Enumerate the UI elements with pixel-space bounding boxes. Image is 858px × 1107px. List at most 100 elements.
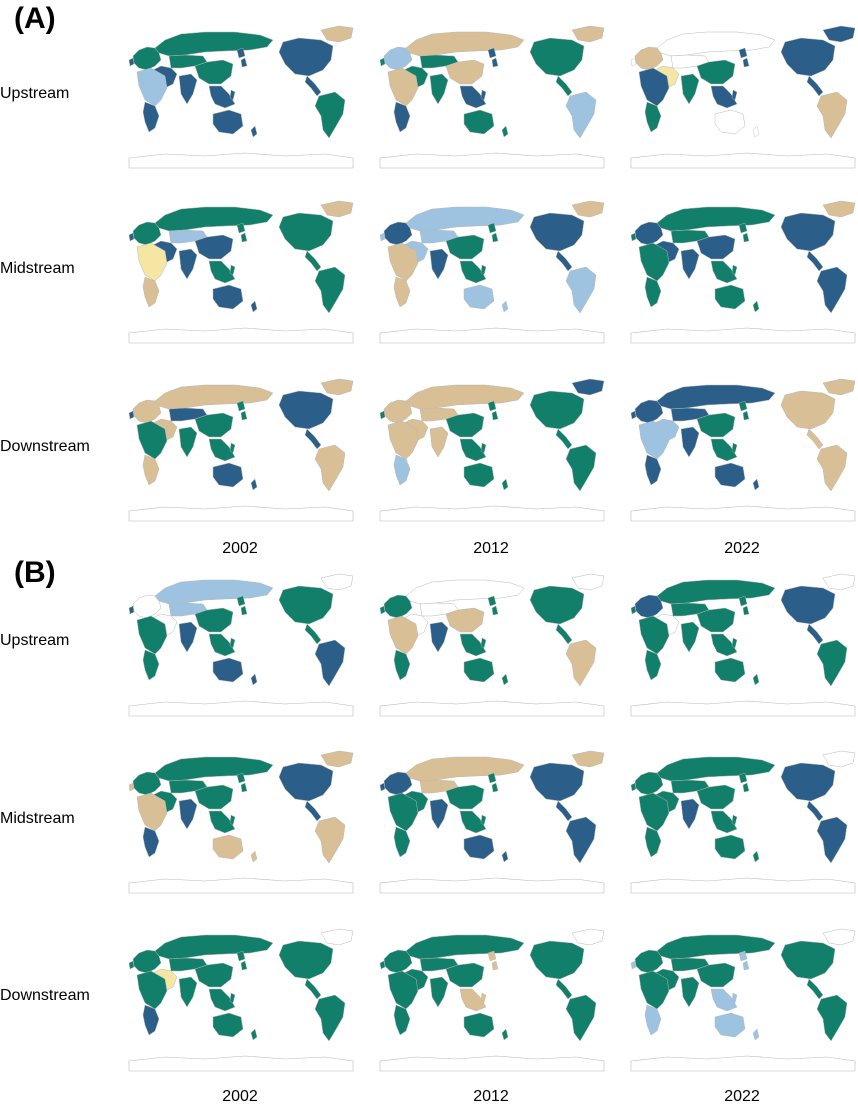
region-au [714, 1012, 746, 1038]
region-ru [154, 384, 274, 410]
island-4 [630, 232, 637, 242]
region-afs [644, 649, 662, 681]
island-0 [738, 400, 748, 412]
island-4 [128, 232, 135, 242]
region-na [278, 212, 334, 252]
region-cn [194, 59, 234, 85]
panel-a-row-downstream: Downstream [0, 438, 90, 455]
region-eu [634, 399, 664, 424]
region-sea [710, 633, 738, 657]
island-4 [379, 782, 386, 792]
region-green [320, 378, 354, 396]
antarctica [630, 505, 856, 522]
region-ru [656, 579, 776, 605]
region-sa [816, 994, 848, 1042]
region-central-america [806, 800, 824, 822]
region-au [714, 109, 746, 135]
island-0 [236, 950, 246, 962]
region-ru [656, 384, 776, 410]
island-1 [491, 57, 499, 68]
antarctica [128, 1055, 354, 1072]
region-green [571, 378, 605, 396]
region-sa [314, 994, 346, 1042]
island-4 [128, 605, 135, 615]
region-au [463, 657, 495, 683]
region-afs [393, 276, 411, 308]
region-sa [816, 266, 848, 314]
region-na [278, 585, 334, 625]
map-a-midstream-2002 [125, 195, 355, 345]
region-af [387, 792, 419, 832]
map-b-midstream-2012 [376, 745, 606, 895]
island-3 [250, 850, 258, 863]
panel-a-year-2002: 2002 [222, 540, 258, 557]
world-map-svg [630, 25, 856, 169]
region-green [571, 200, 605, 218]
island-3 [501, 478, 509, 491]
region-central-america [555, 623, 573, 645]
map-b-midstream-2022 [627, 745, 857, 895]
region-sa [314, 639, 346, 687]
island-1 [742, 57, 750, 68]
region-in [429, 798, 449, 830]
island-3 [752, 300, 760, 313]
region-eu [132, 399, 162, 424]
antarctica [630, 877, 856, 894]
antarctica [630, 152, 856, 169]
island-3 [752, 850, 760, 863]
antarctica [379, 505, 605, 522]
island-2 [731, 442, 738, 454]
region-eu [383, 771, 413, 796]
island-0 [487, 772, 497, 784]
region-central-america [555, 800, 573, 822]
antarctica [128, 152, 354, 169]
region-ru [154, 31, 274, 57]
world-map-svg [128, 378, 354, 522]
region-au [463, 462, 495, 488]
region-afs [142, 826, 160, 858]
region-afs [393, 826, 411, 858]
region-sea [208, 810, 236, 834]
island-4 [128, 57, 135, 67]
region-au [463, 109, 495, 135]
island-1 [240, 410, 248, 421]
island-2 [480, 814, 487, 826]
world-map-svg [128, 200, 354, 344]
region-afs [142, 649, 160, 681]
region-sea [459, 810, 487, 834]
region-na [278, 37, 334, 77]
region-cn [696, 59, 736, 85]
world-map-svg [128, 573, 354, 717]
island-4 [379, 232, 386, 242]
island-0 [487, 47, 497, 59]
region-sa [565, 639, 597, 687]
island-4 [630, 410, 637, 420]
world-map-svg [379, 378, 605, 522]
world-map-svg [630, 378, 856, 522]
island-4 [128, 410, 135, 420]
island-0 [487, 950, 497, 962]
region-sea [710, 810, 738, 834]
region-na [278, 940, 334, 980]
region-na [780, 212, 836, 252]
region-eu [634, 46, 664, 71]
world-map-svg [630, 200, 856, 344]
panel-b-row-downstream: Downstream [0, 987, 90, 1004]
region-ru [656, 31, 776, 57]
island-0 [738, 772, 748, 784]
island-0 [738, 222, 748, 234]
region-af [136, 970, 168, 1010]
map-b-downstream-2012 [376, 923, 606, 1073]
region-eu [383, 399, 413, 424]
region-sa [565, 266, 597, 314]
map-a-upstream-2012 [376, 20, 606, 170]
island-1 [240, 960, 248, 971]
island-1 [240, 57, 248, 68]
island-3 [250, 1028, 258, 1041]
island-0 [738, 47, 748, 59]
region-central-america [555, 978, 573, 1000]
region-cn [194, 962, 234, 988]
island-1 [742, 410, 750, 421]
region-green [822, 928, 856, 946]
island-4 [630, 960, 637, 970]
